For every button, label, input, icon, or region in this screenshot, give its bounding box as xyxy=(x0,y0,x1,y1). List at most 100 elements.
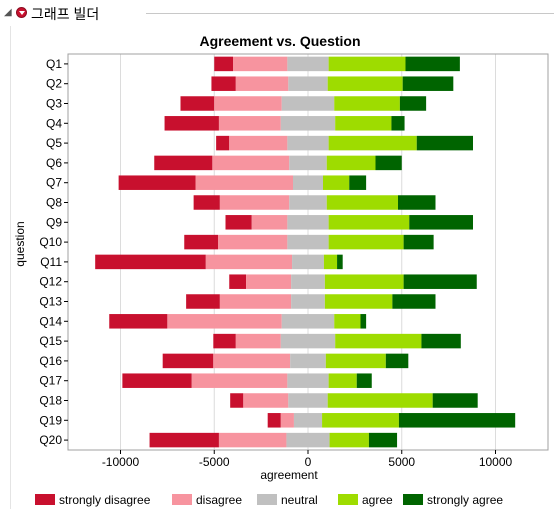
y-tick-label: Q13 xyxy=(39,295,62,309)
bar-q20-agree xyxy=(329,432,369,448)
legend-label: strongly disagree xyxy=(59,493,151,507)
bar-q12-strongly-disagree xyxy=(229,274,247,289)
y-tick-label: Q6 xyxy=(46,156,62,170)
gridlines xyxy=(120,54,496,450)
legend-swatch xyxy=(172,494,192,505)
bar-q6-neutral xyxy=(289,155,327,171)
bar-q8-neutral xyxy=(289,195,327,210)
bar-q12-strongly-agree xyxy=(403,274,477,289)
bar-q6-agree xyxy=(326,155,376,171)
bar-q17-strongly-disagree xyxy=(122,373,192,388)
bar-q7-strongly-agree xyxy=(349,175,367,190)
bars-layer xyxy=(95,56,516,448)
y-tick-label: Q14 xyxy=(39,314,62,328)
legend-label: strongly agree xyxy=(427,493,503,507)
bar-q12-agree xyxy=(324,274,404,289)
bar-q13-strongly-agree xyxy=(392,294,436,309)
bar-q3-strongly-agree xyxy=(399,96,427,111)
bar-q16-disagree xyxy=(213,353,291,369)
y-tick-label: Q12 xyxy=(39,275,62,289)
bar-q15-agree xyxy=(335,333,422,349)
bar-q13-neutral xyxy=(291,294,325,309)
bar-q5-disagree xyxy=(229,135,288,151)
bar-q6-strongly-disagree xyxy=(154,155,213,171)
bar-q7-neutral xyxy=(293,175,323,190)
bar-q16-agree xyxy=(325,353,386,369)
legend-swatch xyxy=(35,494,55,505)
bar-q3-disagree xyxy=(214,96,282,111)
x-tick-label: -5000 xyxy=(199,455,230,469)
bar-q3-neutral xyxy=(281,96,335,111)
bar-q11-agree xyxy=(323,254,338,270)
x-tick-label: 10000 xyxy=(479,455,513,469)
bar-q15-strongly-agree xyxy=(421,333,461,349)
red-menu-triangle-icon[interactable] xyxy=(16,7,27,18)
bar-q16-neutral xyxy=(290,353,326,369)
bar-q10-disagree xyxy=(218,234,288,250)
y-tick-label: Q1 xyxy=(46,57,62,71)
bar-q18-strongly-agree xyxy=(432,393,478,408)
legend-item-agree: agree xyxy=(338,493,393,507)
bar-q4-neutral xyxy=(280,116,336,131)
bar-q16-strongly-disagree xyxy=(162,353,214,369)
legend-label: agree xyxy=(362,493,393,507)
bar-q9-disagree xyxy=(251,215,288,230)
x-tick-label: 5000 xyxy=(388,455,415,469)
bar-q2-strongly-disagree xyxy=(211,76,236,91)
bar-q20-neutral xyxy=(286,432,330,448)
bar-q1-agree xyxy=(328,56,406,72)
chart-title: Agreement vs. Question xyxy=(199,33,360,49)
y-tick-label: Q18 xyxy=(39,394,62,408)
bar-q5-neutral xyxy=(287,135,329,151)
bar-q11-strongly-disagree xyxy=(95,254,206,270)
bar-q17-strongly-agree xyxy=(356,373,372,388)
bar-q13-strongly-disagree xyxy=(186,294,220,309)
bar-q1-disagree xyxy=(233,56,288,72)
x-tick-labels: -10000 -5000 0 5000 10000 xyxy=(102,450,513,469)
bar-q9-strongly-disagree xyxy=(225,215,252,230)
bar-q14-strongly-agree xyxy=(360,314,367,329)
bar-q1-neutral xyxy=(287,56,329,72)
bar-q8-agree xyxy=(326,195,398,210)
bar-q19-neutral xyxy=(293,413,323,428)
bar-q5-strongly-disagree xyxy=(216,135,230,151)
bar-q2-strongly-agree xyxy=(402,76,454,91)
bar-q6-disagree xyxy=(212,155,290,171)
y-tick-label: Q7 xyxy=(46,176,62,190)
x-tick-label: -10000 xyxy=(102,455,140,469)
bar-q10-neutral xyxy=(287,234,329,250)
bar-q17-agree xyxy=(328,373,357,388)
bar-q6-strongly-agree xyxy=(375,155,402,171)
y-axis-label: question xyxy=(13,221,27,266)
chart-panel: Agreement vs. Question Q1 Q2 Q3 Q4 Q5 Q6 Q7 Q8 Q… xyxy=(10,26,556,509)
bar-q14-strongly-disagree xyxy=(109,314,168,329)
bar-q8-strongly-agree xyxy=(398,195,436,210)
bar-q4-disagree xyxy=(218,116,281,131)
bar-q11-disagree xyxy=(205,254,293,270)
bar-q19-disagree xyxy=(280,413,294,428)
bar-q18-disagree xyxy=(243,393,289,408)
legend-item-strongly-disagree: strongly disagree xyxy=(35,493,151,507)
bar-q10-strongly-disagree xyxy=(184,234,218,250)
bar-q11-neutral xyxy=(292,254,324,270)
bar-q7-agree xyxy=(323,175,350,190)
legend-swatch xyxy=(338,494,358,505)
x-tick-label: 0 xyxy=(305,455,312,469)
legend-label: neutral xyxy=(281,493,318,507)
bar-q15-neutral xyxy=(280,333,336,349)
y-tick-label: Q2 xyxy=(46,77,62,91)
bar-q12-disagree xyxy=(246,274,292,289)
bar-q4-agree xyxy=(335,116,392,131)
bar-q9-strongly-agree xyxy=(409,215,473,230)
triangle-collapse-icon[interactable]: ◢ xyxy=(4,7,12,18)
bar-q18-neutral xyxy=(288,393,328,408)
bar-q19-strongly-disagree xyxy=(267,413,281,428)
legend-swatch xyxy=(257,494,277,505)
bar-q10-agree xyxy=(328,234,404,250)
bar-q3-agree xyxy=(334,96,400,111)
diverging-bar-chart: Agreement vs. Question Q1Q2Q3Q4Q5Q6Q7Q8Q… xyxy=(13,33,549,507)
bar-q18-strongly-disagree xyxy=(230,393,244,408)
legend-item-disagree: disagree xyxy=(172,493,242,507)
legend-label: disagree xyxy=(196,493,242,507)
legend-swatch xyxy=(403,494,423,505)
